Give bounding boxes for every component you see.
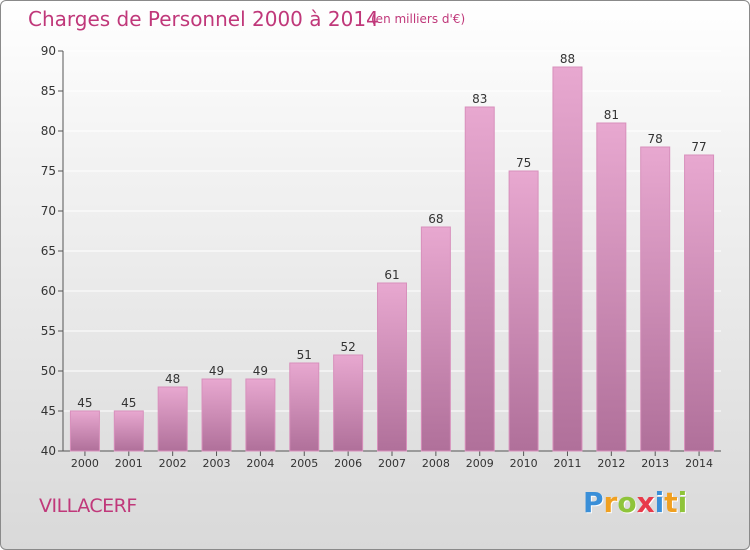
x-tick-label: 2012 — [597, 457, 625, 470]
logo-letter: P — [583, 486, 604, 519]
bars — [69, 66, 715, 452]
y-tick-label: 80 — [41, 124, 56, 138]
x-tick-label: 2014 — [685, 457, 713, 470]
data-label: 52 — [340, 340, 355, 354]
y-tick-label: 60 — [41, 284, 56, 298]
data-label: 61 — [384, 268, 399, 282]
bar-2000 — [69, 410, 100, 452]
y-tick-label: 50 — [41, 364, 56, 378]
logo-letter: r — [603, 486, 618, 519]
bar-2009 — [464, 106, 495, 452]
data-label: 45 — [77, 396, 92, 410]
y-tick-label: 55 — [41, 324, 56, 338]
data-label: 83 — [472, 92, 487, 106]
chart-title: Charges de Personnel 2000 à 2014 — [28, 7, 379, 31]
data-label: 88 — [560, 52, 575, 66]
bar-2007 — [377, 282, 407, 452]
x-tick-label: 2010 — [510, 457, 538, 470]
logo-letter: t — [664, 486, 678, 519]
x-tick-label: 2008 — [422, 457, 450, 470]
bar-2013 — [640, 146, 671, 452]
x-tick-label: 2002 — [159, 457, 187, 470]
bar-2006 — [333, 354, 364, 452]
data-label: 77 — [691, 140, 706, 154]
data-label: 45 — [121, 396, 136, 410]
proxiti-logo[interactable]: Proxiti — [583, 486, 687, 519]
bar-2012 — [596, 122, 627, 452]
data-label: 75 — [516, 156, 531, 170]
x-tick-label: 2006 — [334, 457, 362, 470]
y-tick-label: 65 — [41, 244, 56, 258]
y-tick-label: 70 — [41, 204, 56, 218]
x-tick-label: 2004 — [246, 457, 274, 470]
x-tick-label: 2005 — [290, 457, 318, 470]
x-tick-label: 2011 — [553, 457, 581, 470]
y-tick-label: 85 — [41, 84, 56, 98]
y-tick-label: 75 — [41, 164, 56, 178]
data-label: 49 — [209, 364, 224, 378]
x-tick-label: 2000 — [71, 457, 99, 470]
bar-2011 — [552, 66, 583, 452]
bar-2002 — [157, 386, 188, 452]
logo-letter: o — [617, 486, 637, 519]
bar-2010 — [508, 170, 539, 452]
x-tick-label: 2001 — [115, 457, 143, 470]
bar-2005 — [289, 362, 320, 452]
data-label: 81 — [604, 108, 619, 122]
x-tick-label: 2013 — [641, 457, 669, 470]
y-tick-label: 40 — [41, 444, 56, 458]
commune-name: VILLACERF — [39, 495, 137, 517]
logo-letter: x — [636, 486, 655, 519]
x-tick-label: 2003 — [203, 457, 231, 470]
y-tick-label: 90 — [41, 44, 56, 58]
x-tick-label: 2007 — [378, 457, 406, 470]
bar-2004 — [245, 378, 276, 452]
bar-2008 — [420, 226, 451, 452]
x-tick-label: 2009 — [466, 457, 494, 470]
data-label: 68 — [428, 212, 443, 226]
data-label: 51 — [297, 348, 312, 362]
chart-subtitle: (en milliers d'€) — [371, 12, 466, 26]
logo-letter: i — [677, 486, 688, 519]
data-labels: 45 45 48 49 49 51 52 61 68 83 75 88 81 78 77 — [77, 52, 706, 410]
y-tick-label: 45 — [41, 404, 56, 418]
bar-2001 — [113, 410, 144, 452]
logo-letter: i — [654, 486, 665, 519]
data-label: 48 — [165, 372, 180, 386]
bar-2003 — [201, 378, 232, 452]
bar-2014 — [684, 154, 715, 452]
data-label: 78 — [648, 132, 663, 146]
data-label: 49 — [253, 364, 268, 378]
